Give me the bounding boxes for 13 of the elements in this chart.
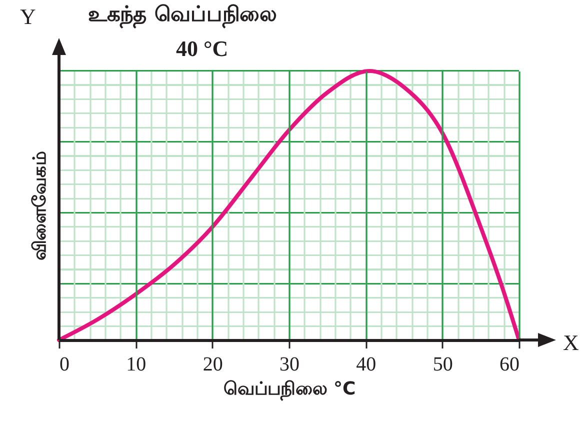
y-axis-title: விளைவேகம் xyxy=(30,152,50,260)
text: Y xyxy=(20,4,36,30)
x-axis-title: வெப்பநிலை °C xyxy=(223,378,356,402)
text: X xyxy=(563,330,579,356)
x-tick-label: 60 xyxy=(500,354,520,376)
x-tick-label: 30 xyxy=(280,354,300,376)
x-tick-label: 50 xyxy=(432,354,453,376)
x-tick-label: 40 xyxy=(356,354,376,376)
x-tick-label: 20 xyxy=(202,354,223,376)
x-tick-label: 0 xyxy=(60,354,70,376)
x-tick-label: 10 xyxy=(126,354,146,376)
text: 40 °C xyxy=(176,36,228,62)
text: உகந்த வெப்பநிலை xyxy=(88,2,276,29)
